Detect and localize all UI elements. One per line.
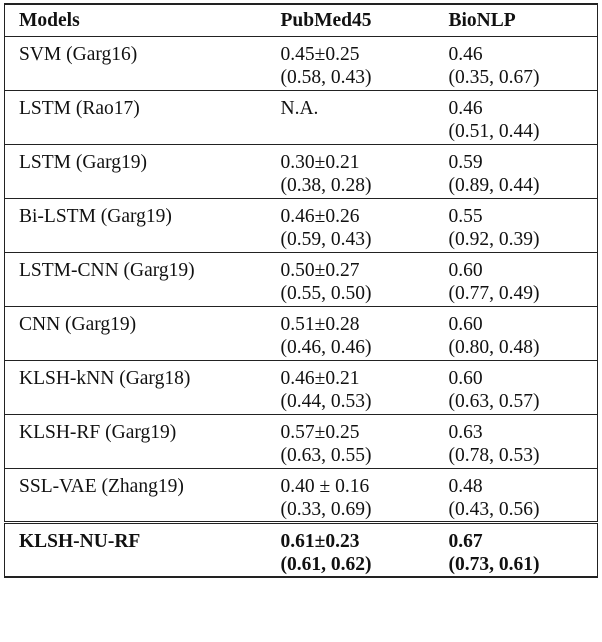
score-cell: 0.60 (0.80, 0.48)	[434, 306, 598, 361]
model-cell: SSL-VAE (Zhang19)	[4, 468, 267, 523]
score-cell: 0.45±0.25 (0.58, 0.43)	[266, 36, 435, 91]
model-cell: KLSH-RF (Garg19)	[4, 414, 267, 469]
score-line: (0.55, 0.50)	[280, 283, 372, 304]
score-line: 0.55	[448, 206, 483, 227]
table-row: LSTM (Rao17) N.A. 0.46 (0.51, 0.44)	[4, 90, 598, 145]
score-line: (0.38, 0.28)	[280, 175, 372, 196]
model-cell: KLSH-kNN (Garg18)	[4, 360, 267, 415]
score-line: (0.80, 0.48)	[448, 337, 540, 358]
score-cell: 0.59 (0.89, 0.44)	[434, 144, 598, 199]
score-line: (0.51, 0.44)	[448, 121, 540, 142]
score-cell: 0.60 (0.63, 0.57)	[434, 360, 598, 415]
score-cell: 0.67 (0.73, 0.61)	[434, 521, 598, 577]
model-cell: LSTM (Garg19)	[4, 144, 267, 199]
score-cell: 0.60 (0.77, 0.49)	[434, 252, 598, 307]
score-cell: 0.46 (0.35, 0.67)	[434, 36, 598, 91]
score-cell: 0.30±0.21 (0.38, 0.28)	[266, 144, 435, 199]
score-line: 0.48	[448, 476, 483, 497]
score-cell: 0.55 (0.92, 0.39)	[434, 198, 598, 253]
score-cell: 0.46±0.26 (0.59, 0.43)	[266, 198, 435, 253]
score-line: N.A.	[280, 98, 319, 119]
score-cell: 0.46±0.21 (0.44, 0.53)	[266, 360, 435, 415]
score-cell: 0.57±0.25 (0.63, 0.55)	[266, 414, 435, 469]
score-line: (0.63, 0.55)	[280, 445, 372, 466]
table-row: Bi-LSTM (Garg19) 0.46±0.26 (0.59, 0.43) 0.5…	[4, 198, 598, 253]
model-cell: SVM (Garg16)	[4, 36, 267, 91]
score-cell: 0.63 (0.78, 0.53)	[434, 414, 598, 469]
header-cell: BioNLP	[434, 4, 598, 37]
results-table: Models PubMed45 BioNLP SVM (Garg16) 0.45±…	[4, 3, 598, 578]
score-line: 0.60	[448, 314, 483, 335]
score-line: (0.77, 0.49)	[448, 283, 540, 304]
score-line: 0.40 ± 0.16	[280, 476, 370, 497]
score-cell: 0.48 (0.43, 0.56)	[434, 468, 598, 523]
score-line: 0.46±0.26	[280, 206, 360, 227]
score-line: 0.50±0.27	[280, 260, 360, 281]
header-cell: Models	[4, 4, 267, 37]
score-line: (0.92, 0.39)	[448, 229, 540, 250]
score-line: 0.45±0.25	[280, 44, 360, 65]
table-row: SVM (Garg16) 0.45±0.25 (0.58, 0.43) 0.46 (0.…	[4, 36, 598, 91]
score-line: 0.51±0.28	[280, 314, 360, 335]
score-line: (0.44, 0.53)	[280, 391, 372, 412]
score-line: (0.59, 0.43)	[280, 229, 372, 250]
score-line: (0.61, 0.62)	[280, 554, 372, 575]
score-line: 0.67	[448, 531, 483, 552]
score-line: 0.61±0.23	[280, 531, 360, 552]
table-row: KLSH-RF (Garg19) 0.57±0.25 (0.63, 0.55) 0.6…	[4, 414, 598, 469]
score-cell: N.A.	[266, 90, 435, 145]
score-line: (0.89, 0.44)	[448, 175, 540, 196]
score-line: 0.46	[448, 44, 483, 65]
score-line: 0.63	[448, 422, 483, 443]
score-line: (0.35, 0.67)	[448, 67, 540, 88]
table-row: KLSH-NU-RF 0.61±0.23 (0.61, 0.62) 0.67 (0.73…	[4, 521, 598, 577]
model-cell: LSTM-CNN (Garg19)	[4, 252, 267, 307]
model-cell: CNN (Garg19)	[4, 306, 267, 361]
score-line: 0.46	[448, 98, 483, 119]
model-cell: Bi-LSTM (Garg19)	[4, 198, 267, 253]
score-cell: 0.50±0.27 (0.55, 0.50)	[266, 252, 435, 307]
score-line: 0.46±0.21	[280, 368, 360, 389]
model-cell: KLSH-NU-RF	[4, 521, 267, 577]
score-line: (0.73, 0.61)	[448, 554, 540, 575]
score-line: 0.57±0.25	[280, 422, 360, 443]
model-cell: LSTM (Rao17)	[4, 90, 267, 145]
score-line: 0.30±0.21	[280, 152, 360, 173]
score-line: (0.46, 0.46)	[280, 337, 372, 358]
score-line: (0.63, 0.57)	[448, 391, 540, 412]
score-line: 0.59	[448, 152, 483, 173]
table-row: LSTM (Garg19) 0.30±0.21 (0.38, 0.28) 0.59 (0…	[4, 144, 598, 199]
score-line: (0.78, 0.53)	[448, 445, 540, 466]
score-cell: 0.51±0.28 (0.46, 0.46)	[266, 306, 435, 361]
table-row: KLSH-kNN (Garg18) 0.46±0.21 (0.44, 0.53) 0.…	[4, 360, 598, 415]
score-line: (0.33, 0.69)	[280, 499, 372, 520]
score-cell: 0.61±0.23 (0.61, 0.62)	[266, 521, 435, 577]
table-row: LSTM-CNN (Garg19) 0.50±0.27 (0.55, 0.50) 0.…	[4, 252, 598, 307]
table-row: CNN (Garg19) 0.51±0.28 (0.46, 0.46) 0.60 (0.…	[4, 306, 598, 361]
score-line: 0.60	[448, 260, 483, 281]
score-line: 0.60	[448, 368, 483, 389]
header-row: Models PubMed45 BioNLP	[4, 4, 598, 37]
score-line: (0.58, 0.43)	[280, 67, 372, 88]
score-line: (0.43, 0.56)	[448, 499, 540, 520]
score-cell: 0.46 (0.51, 0.44)	[434, 90, 598, 145]
table-body: SVM (Garg16) 0.45±0.25 (0.58, 0.43) 0.46 (0.…	[4, 36, 598, 577]
score-cell: 0.40 ± 0.16 (0.33, 0.69)	[266, 468, 435, 523]
header-cell: PubMed45	[266, 4, 435, 37]
table-row: SSL-VAE (Zhang19) 0.40 ± 0.16 (0.33, 0.69)…	[4, 468, 598, 523]
